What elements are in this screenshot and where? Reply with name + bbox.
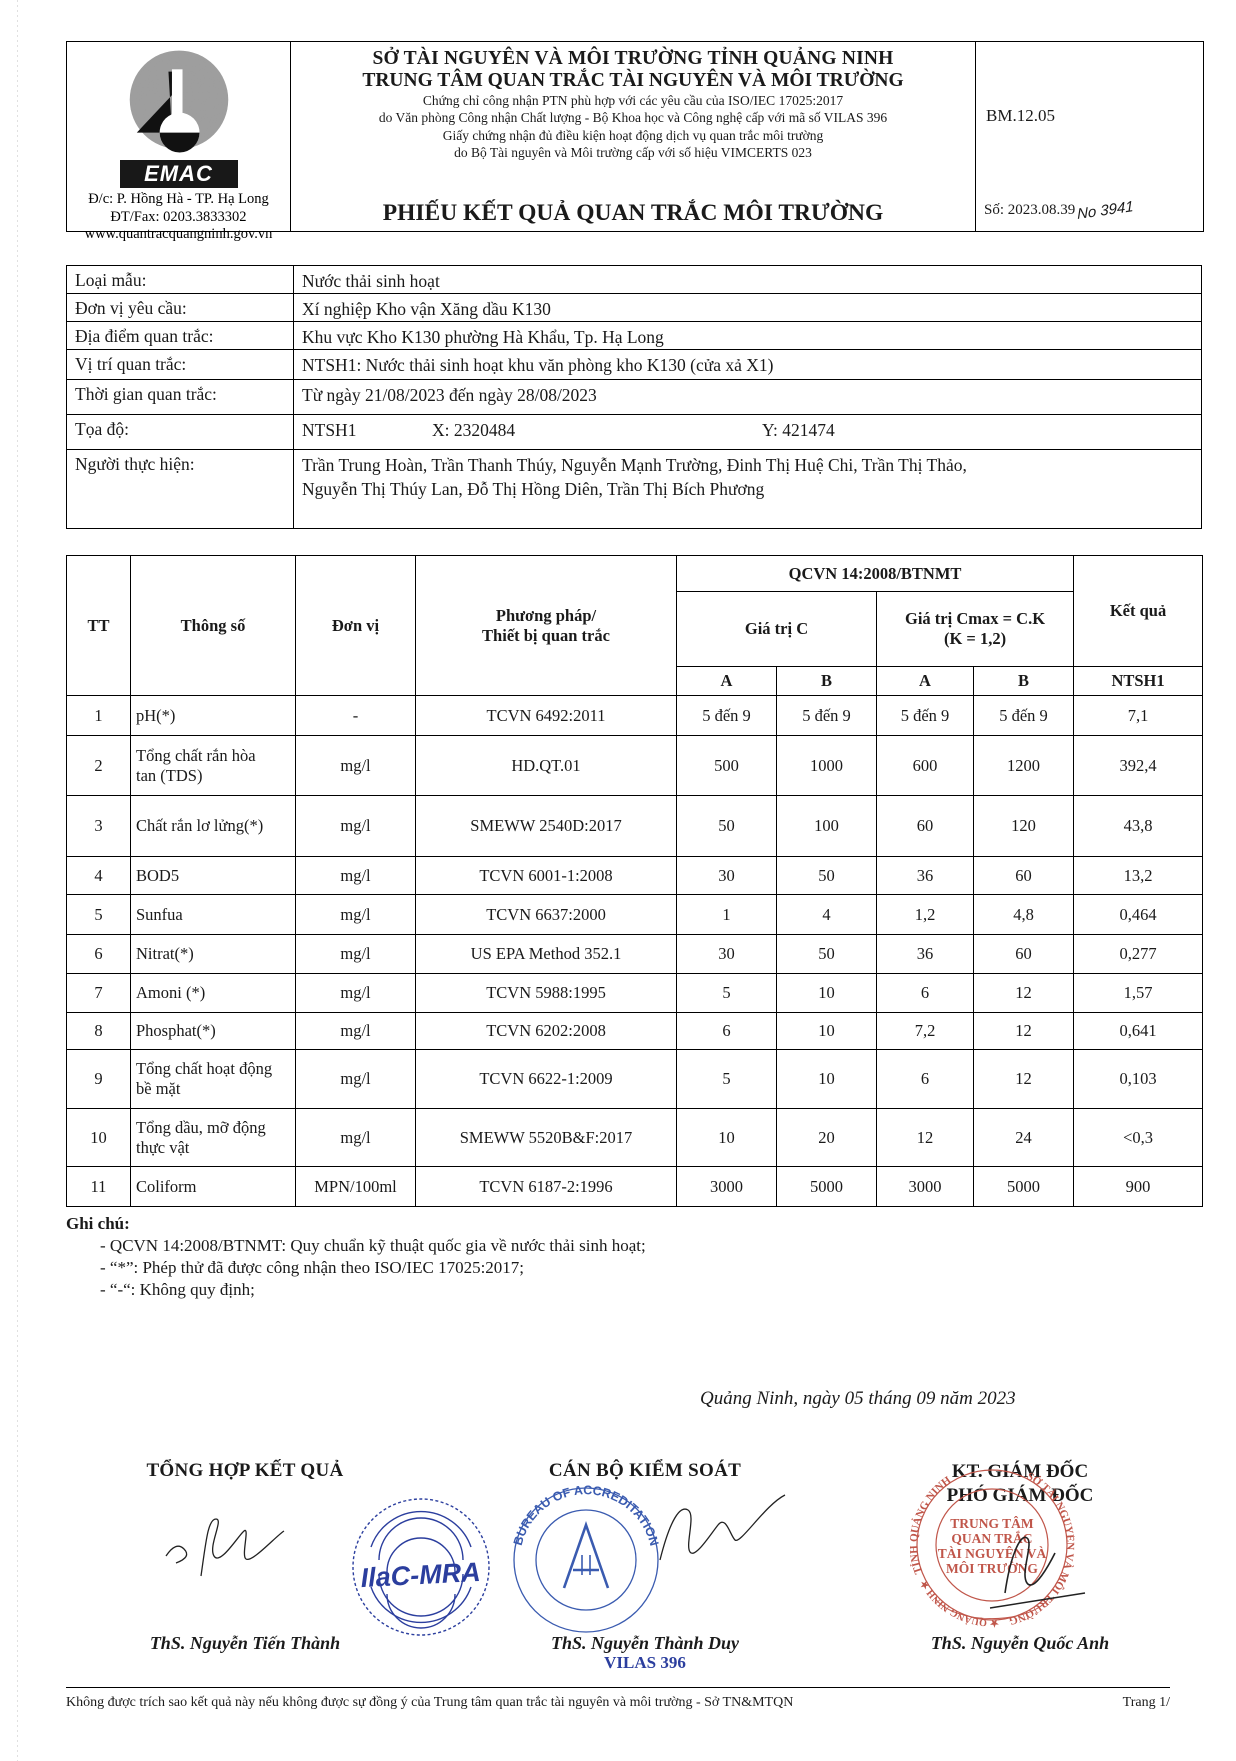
svg-text:BUREAU OF ACCREDITATION: BUREAU OF ACCREDITATION [511, 1483, 662, 1547]
svg-text:IlaC-MRA: IlaC-MRA [360, 1557, 481, 1593]
